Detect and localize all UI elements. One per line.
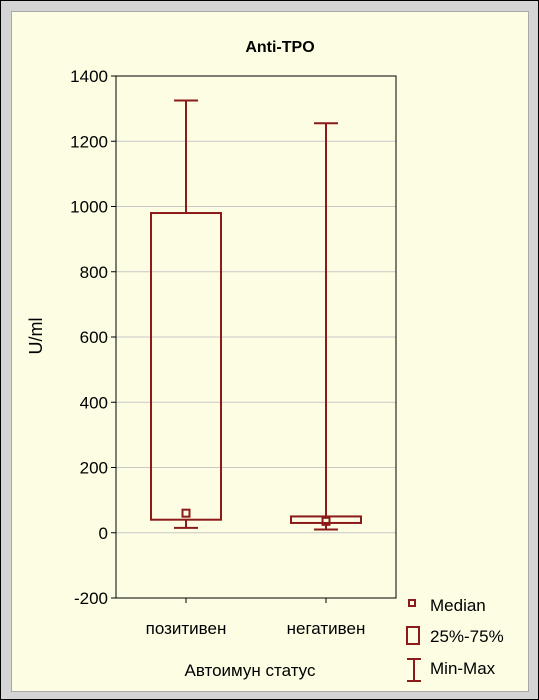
legend-median-label: Median bbox=[430, 596, 486, 615]
median-marker bbox=[181, 508, 191, 518]
y-tick-label: -200 bbox=[74, 589, 108, 608]
y-tick-label: 1400 bbox=[70, 67, 108, 86]
legend: Median 25%-75% Min-Max bbox=[406, 596, 504, 682]
y-tick-label: 400 bbox=[80, 393, 108, 412]
plot-area bbox=[115, 75, 397, 599]
y-tick-label: 200 bbox=[80, 459, 108, 478]
y-tick-label: 800 bbox=[80, 263, 108, 282]
x-tick-label: позитивен bbox=[146, 619, 227, 638]
box-1 bbox=[150, 99, 222, 529]
legend-median-marker bbox=[408, 599, 416, 607]
y-axis-label: U/ml bbox=[26, 318, 46, 355]
box-2 bbox=[290, 122, 362, 531]
legend-box-label: 25%-75% bbox=[430, 627, 504, 646]
y-tick-label: 0 bbox=[99, 524, 108, 543]
x-tick-label: негативен bbox=[287, 619, 366, 638]
chart-title: Anti-TPO bbox=[245, 39, 314, 56]
x-axis-ticks: позитивен негативен bbox=[146, 598, 366, 638]
box-iqr bbox=[150, 212, 222, 521]
legend-box-marker bbox=[406, 626, 420, 645]
grid-lines bbox=[116, 140, 396, 534]
box-series bbox=[150, 99, 362, 531]
y-tick-label: 600 bbox=[80, 328, 108, 347]
legend-whisker-label: Min-Max bbox=[430, 659, 496, 678]
y-tick-label: 1200 bbox=[70, 132, 108, 151]
y-tick-label: 1000 bbox=[70, 198, 108, 217]
box-iqr bbox=[290, 515, 362, 524]
median-marker bbox=[321, 516, 331, 526]
chart-panel bbox=[11, 11, 529, 692]
legend-whisker-marker bbox=[407, 658, 421, 682]
y-axis-ticks: -200 0 200 400 600 800 1000 1200 1400 bbox=[70, 67, 116, 608]
x-axis-label: Автоимун статус bbox=[185, 661, 316, 680]
